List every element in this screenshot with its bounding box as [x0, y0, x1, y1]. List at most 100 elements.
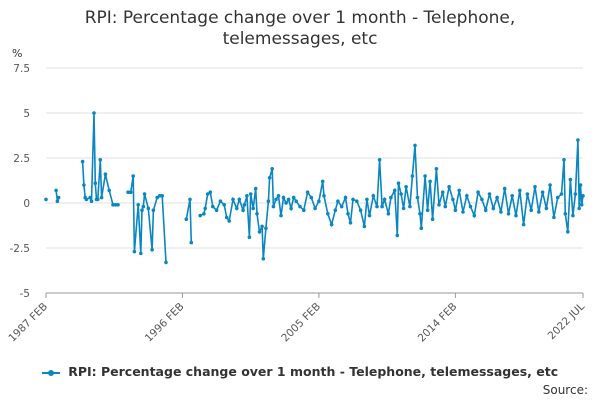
- y-tick-label: 2.5: [13, 153, 30, 165]
- data-point: [128, 190, 133, 194]
- data-point: [289, 206, 293, 211]
- data-point: [274, 197, 278, 202]
- data-point: [146, 206, 151, 211]
- data-point: [80, 159, 85, 164]
- data-point: [423, 174, 427, 178]
- data-point: [93, 181, 98, 185]
- data-point: [160, 194, 164, 198]
- data-point: [573, 192, 578, 196]
- data-point: [320, 179, 325, 184]
- data-point: [476, 190, 480, 194]
- data-point: [389, 195, 393, 200]
- data-point: [302, 208, 306, 212]
- data-point: [98, 158, 103, 162]
- data-point: [198, 213, 202, 218]
- data-point: [457, 188, 462, 193]
- data-point: [267, 176, 272, 180]
- data-point: [355, 199, 359, 203]
- data-point: [502, 186, 507, 191]
- data-point: [451, 197, 455, 202]
- data-point: [371, 194, 376, 198]
- y-axis-ticks: 7.5 5 2.5 0 -2.5 -5: [10, 63, 31, 300]
- data-point: [222, 203, 226, 207]
- y-tick-label: -2.5: [10, 243, 31, 255]
- legend-line-marker-icon: [41, 369, 60, 376]
- data-point: [472, 213, 477, 218]
- data-point: [555, 195, 560, 200]
- data-point: [82, 183, 86, 187]
- legend-series-label: RPI: Percentage change over 1 month - Te…: [68, 364, 559, 379]
- data-point: [141, 204, 146, 209]
- data-point: [205, 192, 210, 196]
- data-point: [343, 195, 348, 200]
- legend[interactable]: RPI: Percentage change over 1 month - Te…: [0, 364, 600, 379]
- data-point: [208, 190, 213, 194]
- data-point: [418, 212, 422, 216]
- data-point: [132, 249, 137, 254]
- data-point: [242, 203, 247, 207]
- data-point: [241, 208, 245, 212]
- data-point: [271, 204, 276, 209]
- data-point: [103, 172, 108, 176]
- data-point: [562, 158, 566, 162]
- x-tick-label: 2022 JUL: [546, 301, 588, 343]
- data-point: [89, 199, 94, 203]
- data-point: [404, 185, 408, 189]
- data-point: [189, 240, 194, 245]
- data-point: [188, 197, 192, 202]
- data-point: [434, 167, 439, 171]
- data-point: [298, 204, 302, 209]
- data-point: [313, 206, 317, 211]
- y-tick-label: 5: [23, 108, 30, 120]
- data-point: [375, 204, 379, 209]
- data-point: [107, 188, 111, 193]
- y-tick-label: 0: [23, 198, 30, 210]
- data-point: [202, 212, 206, 216]
- data-point: [329, 222, 334, 227]
- data-point: [506, 212, 511, 216]
- data-point: [419, 226, 424, 230]
- x-tick-label: 1987 FEB: [6, 301, 50, 345]
- data-point: [286, 197, 291, 202]
- data-point: [279, 213, 283, 218]
- data-point: [533, 185, 537, 189]
- data-point: [396, 181, 401, 185]
- data-point: [305, 190, 310, 194]
- data-point: [96, 197, 100, 202]
- data-point: [284, 201, 288, 205]
- data-point: [487, 192, 492, 196]
- y-tick-label: 7.5: [13, 63, 30, 75]
- data-point: [235, 206, 239, 211]
- y-axis-label: %: [12, 47, 22, 60]
- data-point: [270, 167, 275, 171]
- data-point: [44, 197, 48, 202]
- data-point: [377, 158, 382, 162]
- data-point: [453, 208, 458, 212]
- x-tick-label: 1996 FEB: [143, 301, 187, 345]
- data-point: [382, 197, 387, 202]
- data-point: [253, 186, 258, 191]
- data-point: [425, 208, 430, 212]
- data-point: [552, 215, 556, 220]
- data-point: [264, 226, 268, 230]
- data-point: [529, 208, 533, 212]
- data-point: [88, 195, 92, 200]
- data-point: [510, 194, 514, 198]
- data-point: [566, 230, 570, 234]
- data-point: [116, 203, 120, 207]
- data-point: [164, 260, 168, 265]
- data-point: [443, 204, 448, 209]
- data-point: [380, 204, 384, 209]
- data-point: [294, 199, 299, 203]
- data-point: [386, 212, 391, 216]
- data-point: [247, 235, 252, 239]
- data-point: [136, 203, 140, 207]
- data-point: [214, 208, 219, 212]
- data-point: [358, 208, 363, 212]
- data-point: [211, 204, 215, 209]
- data-point: [544, 206, 549, 211]
- data-point: [559, 192, 564, 196]
- data-point: [447, 185, 451, 189]
- series-line-segment: [199, 139, 584, 259]
